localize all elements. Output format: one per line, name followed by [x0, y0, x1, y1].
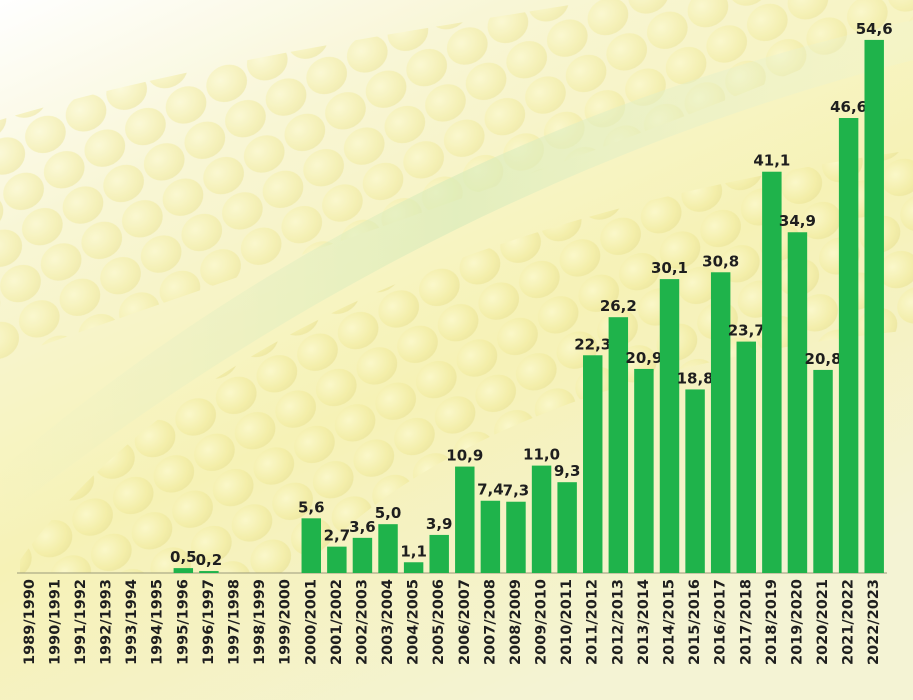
- x-tick-label: 1999/2000: [278, 579, 294, 665]
- bar: [531, 465, 552, 573]
- value-label: 22,3: [574, 335, 611, 353]
- bar: [199, 571, 219, 573]
- x-tick-label: 2002/2003: [354, 579, 370, 665]
- x-tick-label: 2010/2011: [559, 579, 575, 665]
- x-tick-label: 1993/1994: [124, 579, 140, 665]
- x-tick-label: 2009/2010: [534, 579, 550, 665]
- value-label: 9,3: [554, 462, 581, 480]
- bar: [301, 518, 321, 573]
- value-label: 20,9: [625, 349, 662, 367]
- x-tick-label: 2019/2020: [789, 579, 805, 665]
- x-tick-label: 2016/2017: [713, 579, 729, 665]
- x-tick-label: 1992/1993: [99, 579, 115, 665]
- x-tick-label: 2006/2007: [457, 579, 473, 665]
- x-tick-label: 1997/1998: [227, 579, 243, 665]
- x-tick-label: 2011/2012: [585, 579, 601, 665]
- x-tick-label: 1991/1992: [73, 579, 89, 665]
- value-label: 7,4: [477, 481, 504, 499]
- value-label: 20,8: [805, 350, 842, 368]
- value-label: 54,6: [856, 20, 893, 38]
- value-label: 2,7: [324, 527, 351, 545]
- bar: [685, 389, 705, 573]
- x-tick-label: 1995/1996: [175, 579, 191, 665]
- value-label: 30,8: [702, 252, 739, 270]
- x-tick-label: 2001/2002: [329, 579, 345, 665]
- value-label: 5,6: [298, 498, 325, 516]
- bar: [710, 272, 731, 573]
- x-tick-label: 2015/2016: [687, 579, 703, 665]
- x-tick-label: 2000/2001: [303, 579, 319, 665]
- value-label: 23,7: [728, 322, 765, 340]
- x-tick-label: 2018/2019: [764, 579, 780, 665]
- x-tick-label: 1994/1995: [150, 579, 166, 665]
- value-label: 18,8: [677, 369, 714, 387]
- bar: [429, 534, 449, 573]
- value-label: 5,0: [375, 504, 402, 522]
- value-label: 0,2: [196, 551, 223, 569]
- bar: [762, 171, 782, 573]
- x-tick-label: 1989/1990: [22, 579, 38, 665]
- value-label: 30,1: [651, 259, 688, 277]
- x-tick-label: 2003/2004: [380, 579, 396, 665]
- value-label: 46,6: [830, 98, 867, 116]
- bar: [506, 501, 526, 573]
- bar: [864, 39, 884, 573]
- x-tick-label: 2005/2006: [431, 579, 447, 665]
- x-tick-label: 2008/2009: [508, 579, 524, 665]
- x-tick-label: 2020/2021: [815, 579, 831, 665]
- x-tick-label: 2022/2023: [866, 579, 882, 665]
- bar: [352, 537, 373, 573]
- x-tick-label: 1998/1999: [252, 579, 268, 665]
- x-tick-label: 2013/2014: [636, 579, 652, 665]
- value-label: 11,0: [523, 446, 560, 464]
- bar: [173, 568, 194, 573]
- bar: [634, 368, 654, 573]
- value-label: 26,2: [600, 297, 637, 315]
- x-tick-label: 1996/1997: [201, 579, 217, 665]
- bar: [838, 118, 859, 574]
- value-label: 7,3: [503, 482, 530, 500]
- bar: [480, 500, 501, 573]
- x-tick-label: 2012/2013: [610, 579, 626, 665]
- value-label: 34,9: [779, 212, 816, 230]
- bar: [787, 232, 808, 573]
- bar: [455, 466, 475, 573]
- value-label: 41,1: [753, 152, 790, 170]
- bar: [327, 546, 347, 573]
- bar: [378, 524, 398, 573]
- bar: [813, 369, 833, 573]
- bar: [659, 279, 680, 573]
- bar: [557, 482, 577, 573]
- bar: [608, 317, 629, 573]
- x-tick-label: 2021/2022: [841, 579, 857, 665]
- x-tick-label: 2007/2008: [482, 579, 498, 665]
- value-label: 0,5: [170, 548, 197, 566]
- x-tick-label: 2004/2005: [406, 579, 422, 665]
- bar: [583, 355, 603, 573]
- value-label: 10,9: [446, 447, 483, 465]
- x-tick-label: 1990/1991: [47, 579, 63, 665]
- x-tick-label: 2017/2018: [738, 579, 754, 665]
- value-label: 3,9: [426, 515, 453, 533]
- bar: [403, 562, 424, 573]
- bar: [736, 341, 756, 573]
- value-label: 3,6: [349, 518, 376, 536]
- x-tick-label: 2014/2015: [662, 579, 678, 665]
- value-label: 1,1: [400, 542, 427, 560]
